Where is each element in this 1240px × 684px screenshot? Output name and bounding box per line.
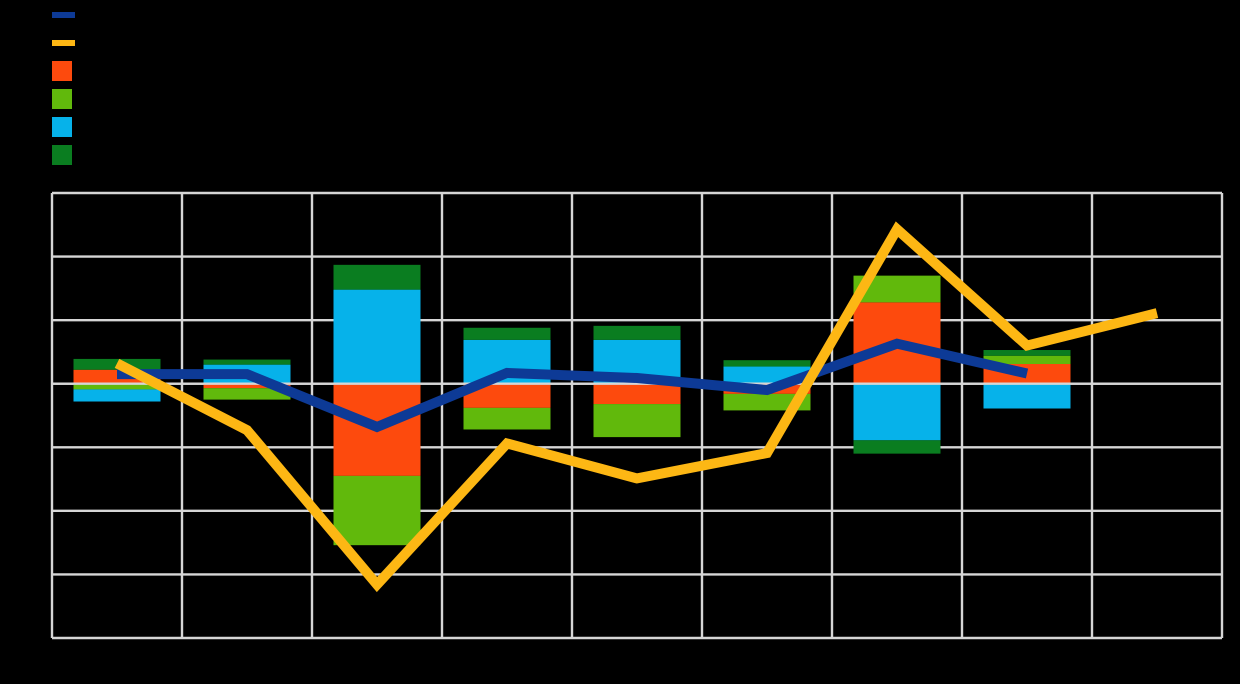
navy-line bbox=[117, 338, 1029, 433]
legend-item-dark-green bbox=[52, 141, 83, 169]
bar-segment-light-green-col3 bbox=[333, 475, 421, 546]
bar-segment-light-green-col1 bbox=[73, 383, 161, 390]
bar-segment-light-blue-col3 bbox=[333, 289, 421, 384]
legend-item-navy-line bbox=[52, 1, 83, 29]
bar-segment-light-blue-col8 bbox=[983, 383, 1071, 409]
legend bbox=[52, 1, 83, 169]
lines-group bbox=[114, 221, 1159, 593]
bar-segment-light-blue-col7 bbox=[853, 383, 941, 441]
bar-segment-dark-green-col8 bbox=[983, 350, 1071, 356]
legend-item-yellow-line bbox=[52, 29, 83, 57]
bar-segment-dark-green-col5 bbox=[593, 325, 681, 340]
bar-segment-dark-green-col2 bbox=[203, 359, 291, 365]
legend-swatch-yellow-line-icon bbox=[52, 40, 75, 46]
bar-segment-light-green-col5 bbox=[593, 404, 681, 438]
bar-segment-dark-green-col3 bbox=[333, 264, 421, 290]
yellow-line bbox=[114, 221, 1159, 593]
legend-swatch-light-green-icon bbox=[52, 89, 72, 109]
bar-segment-orange-col5 bbox=[593, 383, 681, 405]
bar-segment-light-green-col4 bbox=[463, 407, 551, 430]
bar-segment-light-green-col2 bbox=[203, 388, 291, 400]
legend-swatch-orange-icon bbox=[52, 61, 72, 81]
bar-segment-orange-col2 bbox=[203, 383, 291, 389]
legend-swatch-dark-green-icon bbox=[52, 145, 72, 165]
legend-item-orange bbox=[52, 57, 83, 85]
bar-segment-dark-green-col6 bbox=[723, 360, 811, 367]
bar-segment-dark-green-col4 bbox=[463, 327, 551, 340]
bar-segment-dark-green-col7 bbox=[853, 440, 941, 454]
legend-item-light-blue bbox=[52, 113, 83, 141]
legend-swatch-light-blue-icon bbox=[52, 117, 72, 137]
legend-swatch-navy-line-icon bbox=[52, 12, 75, 18]
legend-item-light-green bbox=[52, 85, 83, 113]
bar-segment-light-blue-col1 bbox=[73, 389, 161, 402]
bar-segment-light-green-col8 bbox=[983, 355, 1071, 365]
gridlines bbox=[50, 191, 1224, 640]
